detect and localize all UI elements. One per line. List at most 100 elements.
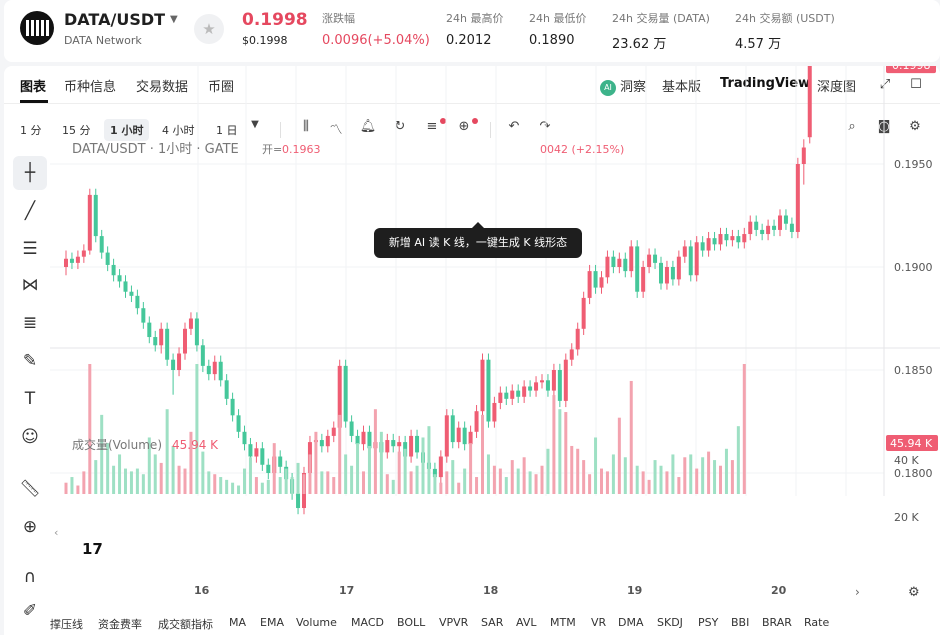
candle-body <box>105 252 110 265</box>
trend-line-icon[interactable]: ╱ <box>24 201 36 221</box>
crosshair-icon[interactable]: ┼ <box>13 156 47 190</box>
candle-body <box>69 258 74 263</box>
tab-bar: 图表 币种信息 交易数据 币圈 AI 洞察 基本版 TradingView 深度图… <box>4 66 940 104</box>
tab-coin-info[interactable]: 币种信息 <box>64 80 117 95</box>
candle-body <box>147 322 152 338</box>
indicator-brar[interactable]: BRAR <box>762 616 792 629</box>
zoom-in-icon[interactable]: ⊕ <box>22 517 38 537</box>
volume-bar <box>486 454 490 494</box>
indicator-vpvr[interactable]: VPVR <box>439 616 469 629</box>
magnet-icon[interactable]: ∩ <box>23 567 37 587</box>
kline-chart[interactable]: 0.1950 0.1900 0.1850 0.1800 0.1998 40 K 20 K 45… <box>50 66 940 635</box>
undo-icon[interactable]: ↶ <box>508 119 520 134</box>
indicator-macd[interactable]: MACD <box>351 616 384 629</box>
indicator-skdj[interactable]: SKDJ <box>657 616 683 629</box>
candle-body <box>200 345 205 366</box>
emoji-icon[interactable]: ☺ <box>21 427 39 447</box>
candle-body <box>789 223 794 232</box>
indicator-资金费率[interactable]: 资金费率 <box>98 618 142 631</box>
tradingview-tab[interactable]: TradingView <box>720 76 811 91</box>
tab-chart[interactable]: 图表 <box>20 80 47 95</box>
ruler-icon[interactable]: 📏︎ <box>19 479 41 499</box>
candle-body <box>575 328 580 350</box>
alert-bell-icon[interactable]: 🔔︎ <box>359 119 377 134</box>
pattern-icon[interactable]: ⋈ <box>21 275 39 295</box>
timeframe-dropdown-icon[interactable]: ▼ <box>251 119 259 130</box>
pair-name[interactable]: DATA/USDT <box>64 10 166 29</box>
volume-bar <box>683 457 687 494</box>
indicator-mtm[interactable]: MTM <box>550 616 576 629</box>
indicator-sar[interactable]: SAR <box>481 616 504 629</box>
redo-icon[interactable]: ↷ <box>539 119 551 134</box>
horizontal-lines-icon[interactable]: ☰ <box>22 239 38 259</box>
text-tool-icon[interactable]: T <box>24 389 36 409</box>
window-icon[interactable]: ☐ <box>910 77 922 92</box>
candle-body <box>87 194 92 251</box>
volume-bar <box>647 479 651 494</box>
indicator-vr[interactable]: VR <box>591 616 607 629</box>
tab-coin-circle[interactable]: 币圈 <box>208 80 235 95</box>
indicator-avl[interactable]: AVL <box>516 616 537 629</box>
stat-1: 24h 最高价 0.2012 <box>446 10 503 48</box>
indicator-rate[interactable]: Rate <box>804 616 830 629</box>
indicator-ema[interactable]: EMA <box>260 616 284 629</box>
candle-body <box>331 427 336 436</box>
volume-bar <box>165 409 169 494</box>
volume-bar <box>439 482 443 494</box>
indicator-撑压线[interactable]: 撑压线 <box>50 618 83 631</box>
volume-bar <box>534 474 538 494</box>
volume-bar <box>629 380 633 494</box>
volume-bar <box>611 454 615 494</box>
candle-body <box>468 431 473 445</box>
chevron-down-icon[interactable]: ▼ <box>170 14 178 25</box>
candle-body <box>510 390 515 399</box>
indicators-icon[interactable]: 〽 <box>329 123 343 138</box>
ai-insight-button[interactable]: AI 洞察 <box>600 76 646 96</box>
timeframe-1d[interactable]: 1 日 <box>216 124 238 137</box>
gear-icon[interactable]: ⚙ <box>909 119 921 134</box>
volume-bar <box>540 465 544 494</box>
timeframe-4h[interactable]: 4 小时 <box>162 124 195 137</box>
volume-bar <box>141 474 145 494</box>
timeframe-1m[interactable]: 1 分 <box>20 124 42 137</box>
volume-bar <box>504 477 508 494</box>
candle-body <box>385 440 390 453</box>
expand-icon[interactable]: ⤢ <box>879 77 891 92</box>
indicator-成交额指标[interactable]: 成交额指标 <box>158 618 213 631</box>
candle-body <box>337 365 342 428</box>
add-circle-icon[interactable]: ⊕ <box>458 119 470 134</box>
fib-icon[interactable]: ≣ <box>22 313 38 333</box>
time-axis-label: 16 <box>194 584 210 597</box>
ai-kline-icon[interactable]: ≡ <box>426 119 438 134</box>
candle-body <box>64 258 68 267</box>
pencil-lock-icon[interactable]: ✐ <box>22 601 38 621</box>
indicator-dma[interactable]: DMA <box>618 616 644 629</box>
volume-bar <box>564 412 568 494</box>
search-icon[interactable]: ⌕ <box>848 119 856 134</box>
indicator-psy[interactable]: PSY <box>698 616 719 629</box>
volume-bar <box>147 437 151 494</box>
new-badge-dot <box>472 118 478 124</box>
timeframe-15m[interactable]: 15 分 <box>62 124 91 137</box>
replay-icon[interactable]: ↻ <box>394 119 406 134</box>
ticker-header: DATA/USDT ▼ DATA Network ★ 0.1998 $0.199… <box>4 0 940 62</box>
last-price-tag-label: 0.1998 <box>892 66 931 72</box>
indicator-ma[interactable]: MA <box>229 616 247 629</box>
volume-bar <box>338 414 342 494</box>
timeframe-1h[interactable]: 1 小时 <box>104 119 150 141</box>
chart-canvas[interactable]: 0.1950 0.1900 0.1850 0.1800 0.1998 40 K 20 K 45… <box>50 66 940 612</box>
candle-body <box>593 271 598 288</box>
indicator-volume[interactable]: Volume <box>296 616 337 629</box>
candle-body <box>772 225 777 230</box>
star-icon[interactable]: ★ <box>194 14 224 44</box>
volume-bar <box>409 471 413 494</box>
indicator-bbi[interactable]: BBI <box>731 616 750 629</box>
brush-icon[interactable]: ✎ <box>22 351 38 371</box>
candle-body <box>188 318 193 329</box>
candle-type-icon[interactable]: ⫼ <box>303 119 309 134</box>
basic-view-tab[interactable]: 基本版 <box>662 80 702 95</box>
candle-body <box>629 246 634 272</box>
volume-bar <box>641 471 645 494</box>
tab-trade-data[interactable]: 交易数据 <box>136 80 189 95</box>
indicator-boll[interactable]: BOLL <box>397 616 426 629</box>
